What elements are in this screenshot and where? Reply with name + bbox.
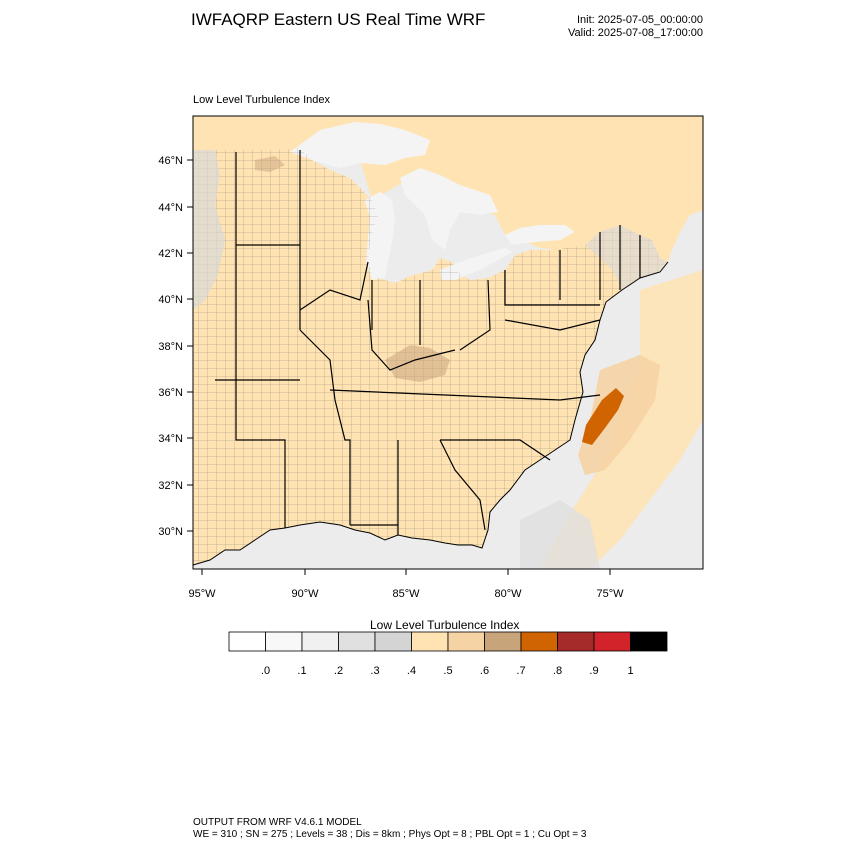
- lat-tick-label: 30°N: [158, 526, 183, 538]
- colorbar-label: .4: [407, 665, 416, 677]
- lat-tick-label: 40°N: [158, 294, 183, 306]
- colorbar-label: .8: [553, 665, 562, 677]
- michigan-brown-patch: [255, 156, 285, 172]
- colorbar-label: .5: [443, 665, 452, 677]
- footer-line-1: OUTPUT FROM WRF V4.6.1 MODEL: [193, 817, 362, 828]
- valid-time: Valid: 2025-07-08_17:00:00: [568, 27, 703, 39]
- map-field-label: Low Level Turbulence Index: [193, 94, 330, 106]
- state-boundaries: [215, 150, 641, 535]
- gray-patch-northeast: [585, 225, 668, 290]
- kentucky-brown-patch: [385, 345, 450, 382]
- lat-tick-label: 46°N: [158, 155, 183, 167]
- colorbar-swatch: [411, 631, 449, 652]
- colorbar-label: .9: [589, 665, 598, 677]
- lake-huron: [400, 168, 498, 250]
- lon-tick-label: 80°W: [494, 588, 522, 600]
- lat-tick-label: 34°N: [158, 433, 183, 445]
- page-title: IWFAQRP Eastern US Real Time WRF: [191, 10, 486, 29]
- run-times: Init: 2025-07-05_00:00:00 Valid: 2025-07…: [568, 14, 703, 40]
- lat-tick-label: 38°N: [158, 341, 183, 353]
- colorbar-title: Low Level Turbulence Index: [370, 618, 520, 632]
- colorbar-label: .1: [297, 665, 306, 677]
- colorbar-swatch: [338, 631, 376, 652]
- colorbar-label: 1: [627, 665, 633, 677]
- lon-tick-label: 95°W: [188, 588, 216, 600]
- gray-patch-west: [193, 150, 225, 310]
- colorbar-swatch: [630, 631, 668, 652]
- gray-gulf-band: [520, 500, 600, 569]
- coastline: [193, 261, 669, 566]
- colorbar-swatch: [447, 631, 485, 652]
- colorbar-swatch: [593, 631, 631, 652]
- lon-tick-label: 75°W: [596, 588, 624, 600]
- colorbar-label: .0: [261, 665, 270, 677]
- maritimes-land: [640, 185, 703, 262]
- colorbar-swatch: [265, 631, 303, 652]
- latitude-axis: 46°N 44°N 42°N 40°N 38°N 36°N 34°N 32°N 30°N: [158, 155, 193, 538]
- lake-ontario: [505, 225, 575, 245]
- colorbar-swatch: [228, 631, 266, 652]
- lat-tick-label: 36°N: [158, 387, 183, 399]
- ocean-band-tan2: [578, 355, 660, 475]
- colorbar-swatch: [301, 631, 339, 652]
- colorbar-label: .6: [480, 665, 489, 677]
- init-time: Init: 2025-07-05_00:00:00: [577, 14, 703, 26]
- colorbar: .0 .1 .2 .3 .4 .5 .6 .7 .8 .9 1: [228, 631, 668, 677]
- colorbar-label: .2: [334, 665, 343, 677]
- lon-tick-label: 90°W: [291, 588, 319, 600]
- colorbar-swatch: [484, 631, 522, 652]
- map-frame: [192, 115, 704, 570]
- colorbar-label: .3: [370, 665, 379, 677]
- colorbar-swatch: [520, 631, 558, 652]
- model-footer: OUTPUT FROM WRF V4.6.1 MODEL WE = 310 ; …: [193, 817, 586, 841]
- colorbar-label: .7: [516, 665, 525, 677]
- lake-superior: [290, 122, 430, 168]
- lat-tick-label: 44°N: [158, 202, 183, 214]
- lat-tick-label: 42°N: [158, 248, 183, 260]
- colorbar-swatch: [557, 631, 595, 652]
- turbulence-hotspot: [582, 388, 624, 445]
- map-area: [193, 116, 703, 569]
- colorbar-swatch: [374, 631, 412, 652]
- footer-line-2: WE = 310 ; SN = 275 ; Levels = 38 ; Dis …: [193, 829, 587, 840]
- lon-tick-label: 85°W: [392, 588, 420, 600]
- lat-tick-label: 32°N: [158, 480, 183, 492]
- longitude-axis: 95°W 90°W 85°W 80°W 75°W: [188, 569, 624, 600]
